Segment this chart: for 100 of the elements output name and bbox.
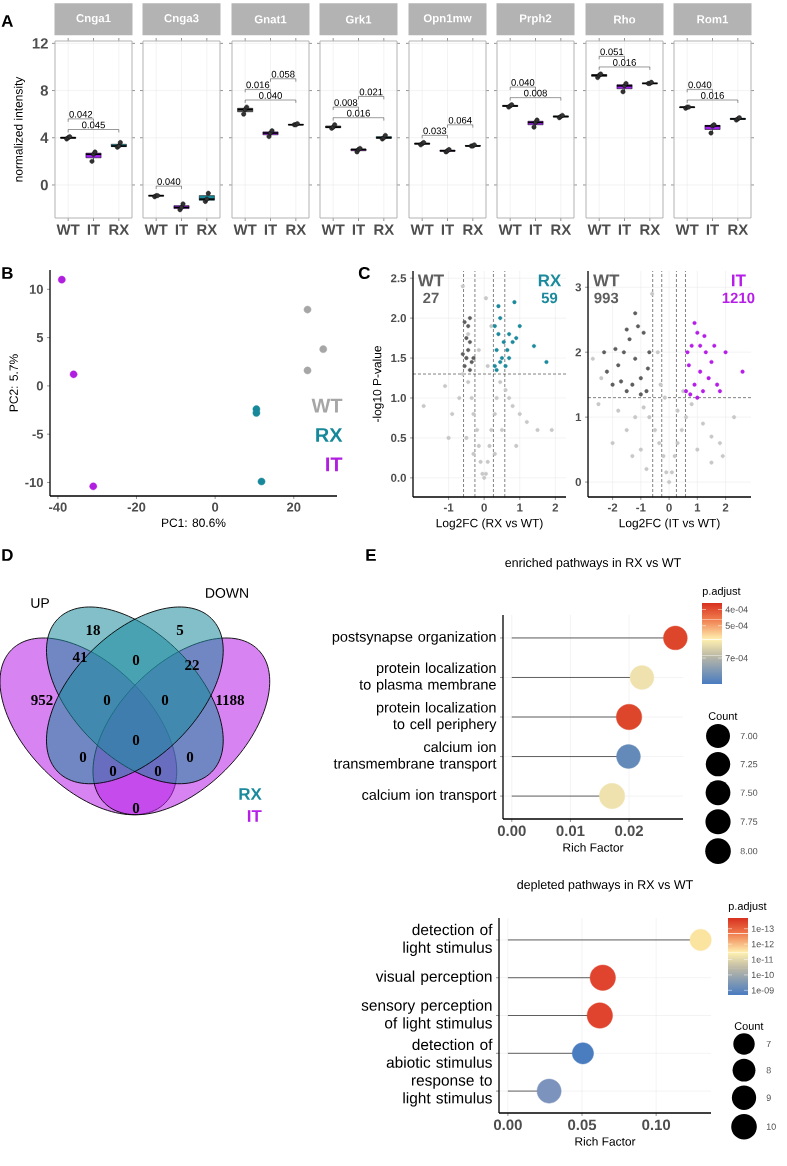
text: IT xyxy=(326,457,343,472)
y-tick-label: detection of light stimulus xyxy=(403,923,493,957)
chart-title: Cnga1 xyxy=(76,14,111,25)
y-tick-label: 12 xyxy=(32,38,48,49)
text: 0 xyxy=(132,734,140,746)
text: 5 xyxy=(176,625,184,635)
x-axis-title: Log2FC (RX vs WT) xyxy=(436,518,543,530)
x-axis-title: Rich Factor xyxy=(575,1136,636,1146)
y-tick-label: visual perception xyxy=(375,970,492,985)
chart-title: Prph2 xyxy=(520,13,552,25)
legend-title: Count xyxy=(734,1022,764,1030)
y-axis-title: -log10 P-value xyxy=(372,346,384,423)
series-label: RX xyxy=(538,274,562,287)
text: B xyxy=(2,267,13,279)
text: 0 xyxy=(161,694,169,706)
text: 0 xyxy=(186,751,194,763)
annotation: 0.040 xyxy=(688,81,712,89)
x-tick-label: WT xyxy=(498,224,522,235)
x-tick-label: WT xyxy=(675,224,699,235)
x-tick-label: WT xyxy=(56,224,80,235)
annotation: 0.064 xyxy=(448,116,472,124)
chart-title: Cnga3 xyxy=(164,14,199,25)
x-axis-title: Log2FC (IT vs WT) xyxy=(619,518,720,530)
y-tick-label: 0.5 xyxy=(391,433,407,442)
legend-label: 7.50 xyxy=(740,789,758,796)
x-tick-label: IT xyxy=(352,224,365,235)
y-tick-label: 1.5 xyxy=(391,354,407,363)
x-tick-label: RX xyxy=(109,224,130,235)
text: E xyxy=(366,549,376,561)
annotation: 0.016 xyxy=(613,59,636,66)
x-tick-label: RX xyxy=(197,224,218,235)
annotation: 0.040 xyxy=(511,79,535,86)
x-tick-label: 0 xyxy=(666,503,672,512)
legend-label: 8 xyxy=(766,1066,771,1074)
x-tick-label: IT xyxy=(706,224,719,235)
text: 0 xyxy=(79,751,87,763)
annotation: 0.058 xyxy=(271,70,295,78)
legend-label: 10 xyxy=(766,1123,776,1130)
y-tick-label: 0.0 xyxy=(391,473,407,482)
x-tick-label: RX xyxy=(728,224,749,235)
text: 1e-11 xyxy=(751,956,774,963)
x-tick-label: RX xyxy=(286,224,307,235)
text: 22 xyxy=(185,660,199,670)
x-tick-label: WT xyxy=(587,224,611,235)
y-tick-label: 10 xyxy=(29,284,43,294)
annotation: 0.040 xyxy=(259,92,282,99)
annotation: 0.008 xyxy=(524,89,547,97)
y-tick-label: postsynapse organization xyxy=(332,631,496,645)
y-tick-label: calcium ion transport xyxy=(362,789,497,803)
text: RX xyxy=(316,428,343,442)
color-bar-title: p.adjust xyxy=(728,901,767,913)
chart-title: Rho xyxy=(614,15,636,24)
y-tick-label: 2.5 xyxy=(390,274,407,283)
y-tick-label: protein localization to cell periphery xyxy=(376,701,497,733)
x-tick-label: 2 xyxy=(552,503,559,512)
y-tick-label: 2.0 xyxy=(390,314,407,323)
chart-title: Grk1 xyxy=(345,15,372,24)
y-tick-label: 0 xyxy=(36,381,43,391)
text: DOWN xyxy=(206,588,248,598)
y-axis-title: PC2: 5.7% xyxy=(9,354,18,412)
y-tick-label: -5 xyxy=(32,429,44,439)
annotation: 0.033 xyxy=(423,127,447,135)
x-tick-label: 20 xyxy=(287,502,301,512)
x-tick-label: WT xyxy=(410,224,434,235)
chart-title: depleted pathways in RX vs WT xyxy=(517,879,693,892)
legend-label: 9 xyxy=(766,1094,771,1101)
text: 1e-10 xyxy=(751,971,774,979)
x-tick-label: 1 xyxy=(694,503,701,512)
annotation: 0.008 xyxy=(334,99,358,106)
annotation: 0.045 xyxy=(82,121,105,129)
x-tick-label: WT xyxy=(321,224,345,235)
x-tick-label: -1 xyxy=(636,503,646,512)
x-tick-label: 0.00 xyxy=(493,1119,522,1131)
annotation: 59 xyxy=(541,292,558,304)
color-bar-label: 5e-04 xyxy=(725,622,748,629)
legend-label: 7 xyxy=(766,1040,771,1048)
text: A xyxy=(1,15,13,27)
color-bar-title: p.adjust xyxy=(702,586,741,598)
chart-title: Gnat1 xyxy=(254,15,287,24)
y-tick-label: 1 xyxy=(575,413,582,422)
x-tick-label: RX xyxy=(640,224,661,235)
text: 41 xyxy=(72,652,87,662)
text: 1e-09 xyxy=(751,987,774,994)
y-tick-label: 2 xyxy=(575,348,582,357)
x-tick-label: 0.10 xyxy=(642,1119,671,1131)
text: 0 xyxy=(132,802,140,814)
x-tick-label: WT xyxy=(144,224,168,235)
y-axis-title: normalized intensity xyxy=(13,76,26,182)
y-tick-label: -10 xyxy=(25,477,43,488)
x-tick-label: 1 xyxy=(517,503,523,512)
legend-label: IT xyxy=(247,810,262,822)
text: 0 xyxy=(103,694,111,706)
y-tick-label: 4 xyxy=(40,132,49,143)
legend-title: Count xyxy=(708,712,738,720)
y-tick-label: calcium ion transmembrane transport xyxy=(333,741,497,772)
text: 0 xyxy=(132,654,140,666)
y-tick-label: 3 xyxy=(575,283,582,292)
color-bar-label: 7e-04 xyxy=(725,654,748,662)
annotation: 0.016 xyxy=(701,92,724,99)
y-tick-label: 1.0 xyxy=(391,393,407,403)
